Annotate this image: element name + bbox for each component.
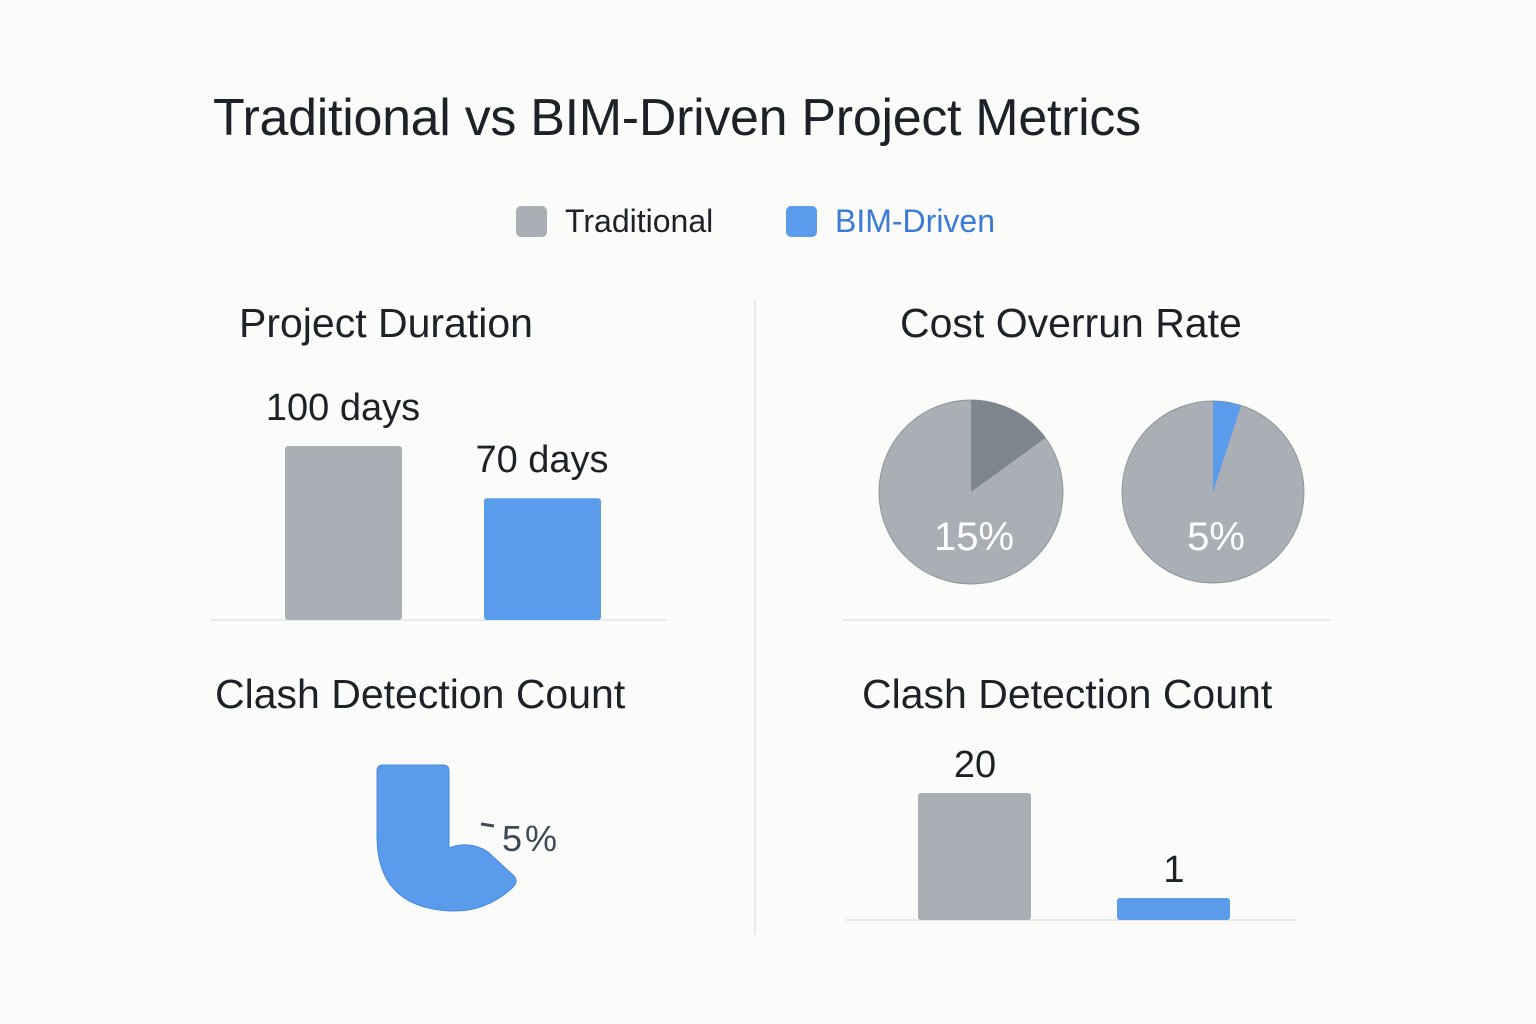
legend-item-bim: BIM-Driven <box>786 203 995 240</box>
clash-data-label-1: 1 <box>1163 849 1184 891</box>
clash-pie-shape <box>376 764 517 912</box>
duration-bar-0 <box>285 446 402 620</box>
legend-label-bim: BIM-Driven <box>835 203 996 239</box>
duration-bar-1 <box>484 498 601 620</box>
legend-swatch-bim <box>786 206 817 237</box>
pie-label-0: 15% <box>934 515 1014 559</box>
legend-label-traditional: Traditional <box>565 203 714 239</box>
legend-item-traditional: Traditional <box>516 203 713 240</box>
chart-title-cost-overrun: Cost Overrun Rate <box>900 300 1242 346</box>
clash-data-label-0: 20 <box>954 744 996 786</box>
clash-bar-0 <box>918 793 1031 920</box>
duration-data-label-1: 70 days <box>475 439 608 481</box>
pie-slice-0 <box>971 400 1046 492</box>
chart-title-clash-right: Clash Detection Count <box>862 671 1273 717</box>
clash-pie-label: 5% <box>502 818 560 859</box>
chart-title-clash-left: Clash Detection Count <box>215 671 626 717</box>
duration-data-label-0: 100 days <box>266 387 420 429</box>
chart-title-project-duration: Project Duration <box>239 300 533 346</box>
page-title: Traditional vs BIM-Driven Project Metric… <box>213 89 1141 147</box>
legend-swatch-traditional <box>516 206 547 237</box>
pie-slice-1 <box>1213 401 1242 492</box>
clash-pie-leader <box>480 822 495 828</box>
clash-bar-1 <box>1117 898 1230 920</box>
clash-pie-left: 5% <box>376 764 560 912</box>
pie-label-1: 5% <box>1187 515 1245 559</box>
